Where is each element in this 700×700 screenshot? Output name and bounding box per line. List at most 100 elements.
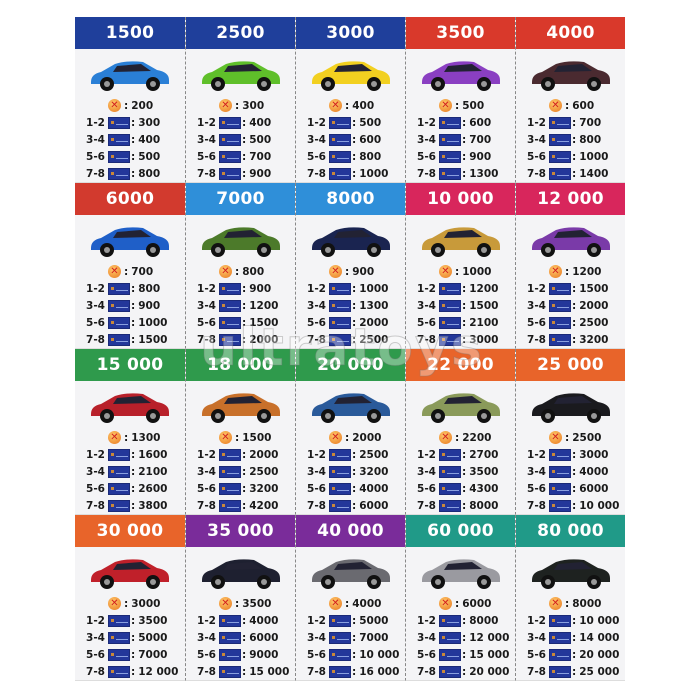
card-stats: ✕ :6000 1-2:8000 3-4:12 000 5-6:15 000 7-8:2… (406, 595, 515, 680)
colon: : (352, 333, 357, 346)
coin-x-icon: ✕ (329, 597, 342, 610)
bank-card-icon (108, 299, 130, 312)
car-card[interactable]: 80 000 ✕ :8000 1-2:10 000 3-4:14 000 5-6:20 … (515, 515, 625, 681)
car-card[interactable]: 3000 ✕ :400 1-2:500 3-4:600 5-6:800 7-8:1000 (295, 17, 405, 183)
colon: : (462, 150, 467, 163)
bank-card-icon (219, 133, 241, 146)
dice-range-label: 7-8 (197, 333, 216, 346)
colon: : (242, 665, 247, 678)
colon: : (242, 282, 247, 295)
car-card[interactable]: 3500 ✕ :500 1-2:600 3-4:700 5-6:900 7-8:1300 (405, 17, 515, 183)
dice-range-label: 5-6 (527, 150, 546, 163)
car-card[interactable]: 20 000 ✕ :2000 1-2:2500 3-4:3200 5-6:4000 7-8… (295, 349, 405, 515)
rent-row: 1-2:1000 (296, 280, 405, 297)
rent-row: 1-2:10 000 (516, 612, 625, 629)
colon: : (572, 465, 577, 478)
coin-x-icon: ✕ (329, 265, 342, 278)
bank-card-icon (219, 333, 241, 346)
rent-row: 5-6:15 000 (406, 646, 515, 663)
car-card[interactable]: 6000 ✕ :700 1-2:800 3-4:900 5-6:1000 7-8:1500 (75, 183, 185, 349)
card-stats: ✕ :1200 1-2:1500 3-4:2000 5-6:2500 7-8:3200 (516, 263, 625, 348)
bank-card-icon (329, 499, 351, 512)
rent-value: 6000 (359, 499, 389, 512)
colon: : (462, 299, 467, 312)
car-card[interactable]: 4000 ✕ :600 1-2:700 3-4:800 5-6:1000 7-8:1400 (515, 17, 625, 183)
car-card[interactable]: 8000 ✕ :900 1-2:1000 3-4:1300 5-6:2000 7-8:25… (295, 183, 405, 349)
card-stats: ✕ :900 1-2:1000 3-4:1300 5-6:2000 7-8:2500 (296, 263, 405, 348)
colon: : (455, 431, 460, 444)
rent-row: 1-2:5000 (296, 612, 405, 629)
car-card[interactable]: 15 000 ✕ :1300 1-2:1600 3-4:2100 5-6:2600 7-8… (75, 349, 185, 515)
coin-penalty-value: 6000 (462, 597, 492, 610)
car-card[interactable]: 60 000 ✕ :6000 1-2:8000 3-4:12 000 5-6:15 00… (405, 515, 515, 681)
bank-card-icon (108, 167, 130, 180)
coin-penalty-row: ✕ :2000 (296, 429, 405, 446)
car-image (418, 550, 504, 592)
dice-range-label: 3-4 (307, 299, 326, 312)
bank-card-icon (108, 465, 130, 478)
dice-range-label: 7-8 (86, 333, 105, 346)
car-card[interactable]: 7000 ✕ :800 1-2:900 3-4:1200 5-6:1500 7-8:200… (185, 183, 295, 349)
car-card[interactable]: 35 000 ✕ :3500 1-2:4000 3-4:6000 5-6:9000 7-8… (185, 515, 295, 681)
colon: : (572, 482, 577, 495)
bank-card-icon (108, 316, 130, 329)
coin-penalty-row: ✕ :1500 (186, 429, 295, 446)
rent-value: 3800 (138, 499, 168, 512)
bank-card-icon (549, 150, 571, 163)
car-card[interactable]: 2500 ✕ :300 1-2:400 3-4:500 5-6:700 7-8:900 (185, 17, 295, 183)
colon: : (242, 133, 247, 146)
car-card[interactable]: 18 000 ✕ :1500 1-2:2000 3-4:2500 5-6:3200 7-8… (185, 349, 295, 515)
rent-value: 2600 (138, 482, 168, 495)
colon: : (462, 133, 467, 146)
coin-penalty-row: ✕ :1000 (406, 263, 515, 280)
car-image (198, 550, 284, 592)
rent-value: 1000 (138, 316, 168, 329)
bank-card-icon (549, 167, 571, 180)
dice-range-label: 5-6 (86, 316, 105, 329)
bank-card-icon (329, 648, 351, 661)
card-price-header: 22 000 (406, 349, 515, 381)
dice-range-label: 1-2 (417, 282, 436, 295)
car-card[interactable]: 1500 ✕ :200 1-2:300 3-4:400 5-6:500 7-8:800 (75, 17, 185, 183)
colon: : (352, 614, 357, 627)
dice-range-label: 1-2 (527, 116, 546, 129)
car-card[interactable]: 40 000 ✕ :4000 1-2:5000 3-4:7000 5-6:10 000 7… (295, 515, 405, 681)
colon: : (242, 299, 247, 312)
car-card[interactable]: 25 000 ✕ :2500 1-2:3000 3-4:4000 5-6:6000 7-8… (515, 349, 625, 515)
rent-row: 7-8:3200 (516, 331, 625, 348)
car-card[interactable]: 30 000 ✕ :3000 1-2:3500 3-4:5000 5-6:7000 7-8… (75, 515, 185, 681)
car-card[interactable]: 12 000 ✕ :1200 1-2:1500 3-4:2000 5-6:2500 7-8… (515, 183, 625, 349)
rent-value: 6000 (249, 631, 279, 644)
rent-row: 7-8:6000 (296, 497, 405, 514)
colon: : (242, 482, 247, 495)
rent-value: 800 (359, 150, 382, 163)
car-card[interactable]: 10 000 ✕ :1000 1-2:1200 3-4:1500 5-6:2100 7-8… (405, 183, 515, 349)
coin-penalty-row: ✕ :600 (516, 97, 625, 114)
rent-row: 7-8:25 000 (516, 663, 625, 680)
coin-x-icon: ✕ (108, 597, 121, 610)
car-image (87, 550, 173, 592)
coin-penalty-value: 200 (131, 99, 154, 112)
car-image (198, 52, 284, 94)
colon: : (235, 597, 240, 610)
bank-card-icon (549, 299, 571, 312)
card-stats: ✕ :1300 1-2:1600 3-4:2100 5-6:2600 7-8:3800 (75, 429, 185, 514)
rent-row: 7-8:4200 (186, 497, 295, 514)
dice-range-label: 3-4 (307, 631, 326, 644)
colon: : (462, 116, 467, 129)
car-image (418, 52, 504, 94)
dice-range-label: 1-2 (527, 448, 546, 461)
rent-value: 1500 (249, 316, 279, 329)
dice-range-label: 7-8 (307, 167, 326, 180)
rent-row: 1-2:400 (186, 114, 295, 131)
dice-range-label: 3-4 (86, 465, 105, 478)
colon: : (131, 631, 136, 644)
rent-value: 2700 (469, 448, 499, 461)
coin-penalty-row: ✕ :1200 (516, 263, 625, 280)
dice-range-label: 5-6 (527, 316, 546, 329)
car-card[interactable]: 22 000 ✕ :2200 1-2:2700 3-4:3500 5-6:4300 7-8… (405, 349, 515, 515)
colon: : (235, 431, 240, 444)
rent-row: 5-6:20 000 (516, 646, 625, 663)
coin-penalty-value: 2000 (352, 431, 382, 444)
rent-row: 3-4:600 (296, 131, 405, 148)
